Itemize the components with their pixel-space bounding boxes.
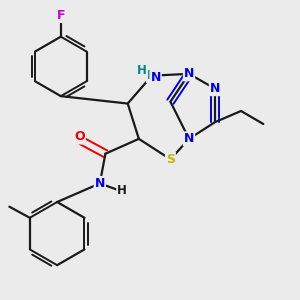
Text: F: F	[57, 9, 65, 22]
Text: H: H	[147, 69, 157, 82]
Text: N: N	[184, 132, 194, 146]
Text: N: N	[210, 82, 220, 95]
Text: H: H	[136, 64, 146, 76]
Text: N: N	[150, 71, 161, 84]
Text: H: H	[117, 184, 127, 196]
Text: N: N	[95, 177, 105, 190]
Text: N: N	[184, 67, 194, 80]
Text: S: S	[166, 153, 175, 166]
Text: O: O	[74, 130, 85, 143]
